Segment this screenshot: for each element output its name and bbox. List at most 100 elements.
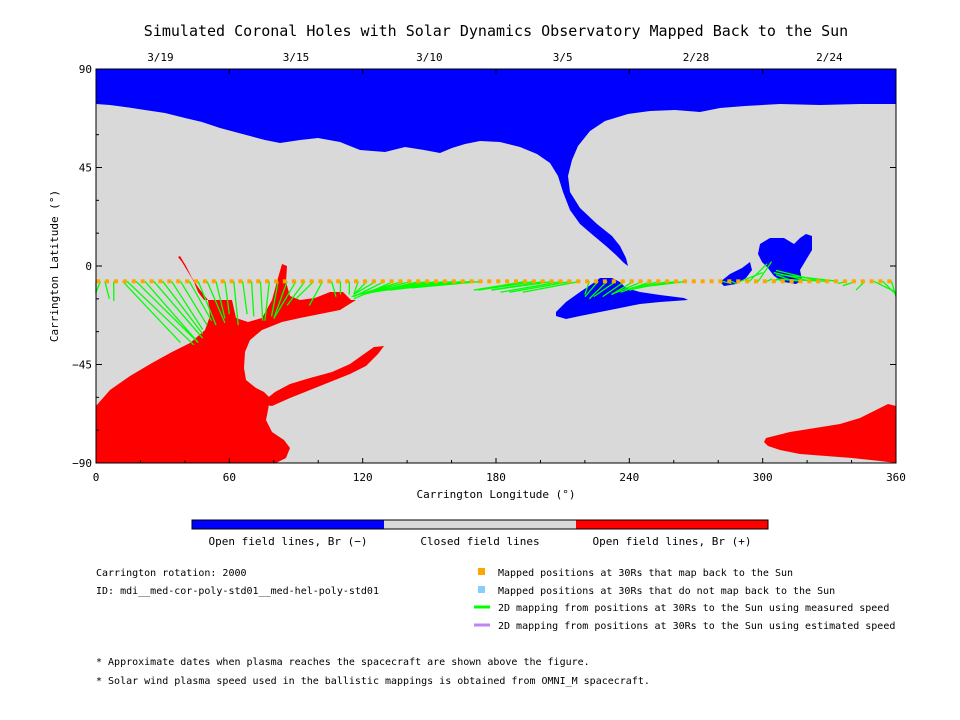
mapping-line [473,280,528,291]
chart-title: Simulated Coronal Holes with Solar Dynam… [144,22,848,40]
mapped-position [540,279,545,284]
x-tick-label: 120 [353,471,373,484]
mapped-position [211,279,216,284]
mapped-position [629,279,634,284]
mapped-position [114,279,118,284]
mapped-position [807,279,812,284]
mapped-position [318,279,323,284]
mapped-position [185,279,190,284]
mapping-line [273,281,288,319]
mapping-line [588,280,608,300]
mapping-line [882,280,897,295]
mapped-position [860,279,865,284]
mapping-line [766,278,772,282]
mapped-position [638,279,643,284]
footnote-dates: * Approximate dates when plasma reaches … [96,657,590,668]
mapped-position [754,279,758,284]
mapped-position [238,279,243,284]
legend: Mapped positions at 30Rs that map back t… [474,568,895,632]
equatorial-negative-hole-east [758,234,812,284]
mapped-position [478,279,483,284]
mapping-line [224,281,230,315]
mapping-line [775,278,830,282]
mapped-position [327,279,332,284]
mapped-position [487,279,492,284]
carrington-rotation: Carrington rotation: 2000 [96,568,247,579]
mapping-line [602,280,626,298]
mapping-line [353,280,377,296]
mapped-position [416,279,421,284]
north-polar-coronal-hole [96,69,896,266]
mapped-position [469,279,474,284]
x-axis: 0 60 120 180 240 300 360 [93,69,906,484]
mapped-position [771,279,776,284]
top-date-label: 3/15 [283,51,310,64]
top-date-axis: 3/19 3/15 3/10 3/5 2/28 2/24 [147,51,843,64]
mapped-position [647,279,652,284]
mapped-position [531,279,536,284]
mapping-line [179,280,208,326]
mapped-position [389,279,394,284]
mapping-line [740,271,763,282]
colorbar: Open field lines, Br (−) Closed field li… [191,519,769,548]
mapped-position [176,279,181,284]
legend-label-estimated: 2D mapping from positions at 30Rs to the… [498,621,895,632]
top-date-label: 3/19 [147,51,174,64]
mapped-position [576,279,581,284]
mapped-position [451,279,456,284]
mapping-line [206,281,226,324]
mapping-line [593,280,617,298]
mapping-line [259,281,264,321]
mapped-position [105,279,110,284]
mapped-position [407,279,412,284]
plot-area [95,68,897,464]
mapped-position [887,279,892,284]
mapped-positions [96,279,892,284]
mapped-position [869,279,874,284]
mapped-position [700,279,705,284]
mapped-position [567,279,572,284]
mapped-position [665,279,670,284]
mapping-line [308,281,324,306]
mapped-position [354,279,358,284]
y-axis: −90 −45 0 45 90 [72,63,896,470]
mapped-position [816,279,821,284]
mapping-line [633,280,688,289]
mapped-position [549,279,554,284]
mapped-position [149,279,154,284]
mapping-line [171,280,204,330]
mapped-position [131,279,136,284]
mapped-position [274,279,278,284]
top-date-label: 3/10 [416,51,443,64]
mapped-position [380,279,385,284]
legend-swatch-mapped [478,568,485,575]
equatorial-negative-hole-west [556,278,688,319]
x-tick-label: 0 [93,471,100,484]
mapped-position [425,279,430,284]
mapping-line [144,280,199,344]
mapped-position [362,279,367,284]
mapped-position [256,279,261,284]
mapping-line [104,281,110,299]
mapping-line [250,281,255,317]
mapped-position [594,279,598,284]
mapping-line [153,280,204,339]
mapped-position [167,279,172,284]
mapped-position [620,279,625,284]
mapping-line [270,281,279,317]
colorbar-positive [576,520,768,529]
mapped-position [718,279,723,284]
y-tick-label: −45 [72,359,92,372]
mapped-position [194,279,198,284]
mapped-position [460,279,465,284]
mapped-position [842,279,847,284]
mapping-line [188,281,213,322]
mapping-line [242,281,248,315]
mapped-position [158,279,163,284]
colorbar-frame [191,519,769,530]
mapped-position [434,279,438,284]
mapping-line [286,280,306,306]
mapping-line [890,281,897,297]
mapped-position [345,279,350,284]
mapping-line [731,280,737,285]
